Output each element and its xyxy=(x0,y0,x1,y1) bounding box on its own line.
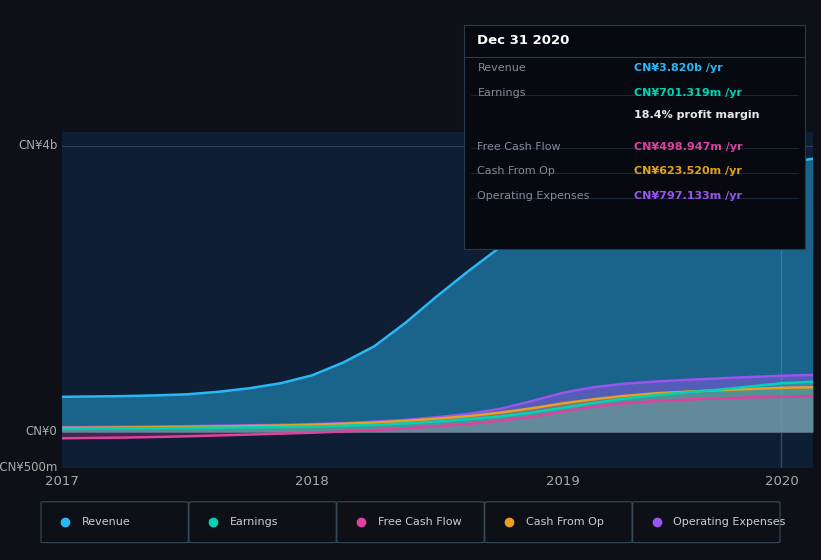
Text: Free Cash Flow: Free Cash Flow xyxy=(478,142,561,152)
Text: Operating Expenses: Operating Expenses xyxy=(478,191,589,201)
Text: Dec 31 2020: Dec 31 2020 xyxy=(478,34,570,47)
Text: Revenue: Revenue xyxy=(82,517,131,527)
Text: CN¥701.319m /yr: CN¥701.319m /yr xyxy=(635,88,742,98)
Text: Earnings: Earnings xyxy=(230,517,278,527)
Text: CN¥498.947m /yr: CN¥498.947m /yr xyxy=(635,142,743,152)
Text: Free Cash Flow: Free Cash Flow xyxy=(378,517,461,527)
Text: Operating Expenses: Operating Expenses xyxy=(673,517,786,527)
Text: Cash From Op: Cash From Op xyxy=(525,517,603,527)
Text: CN¥623.520m /yr: CN¥623.520m /yr xyxy=(635,166,742,176)
Text: Earnings: Earnings xyxy=(478,88,526,98)
Text: CN¥0: CN¥0 xyxy=(25,426,57,438)
Text: CN¥797.133m /yr: CN¥797.133m /yr xyxy=(635,191,742,201)
Text: CN¥4b: CN¥4b xyxy=(18,139,57,152)
Text: Cash From Op: Cash From Op xyxy=(478,166,555,176)
Text: 18.4% profit margin: 18.4% profit margin xyxy=(635,110,759,120)
Text: -CN¥500m: -CN¥500m xyxy=(0,461,57,474)
Text: Revenue: Revenue xyxy=(478,63,526,73)
Text: CN¥3.820b /yr: CN¥3.820b /yr xyxy=(635,63,723,73)
